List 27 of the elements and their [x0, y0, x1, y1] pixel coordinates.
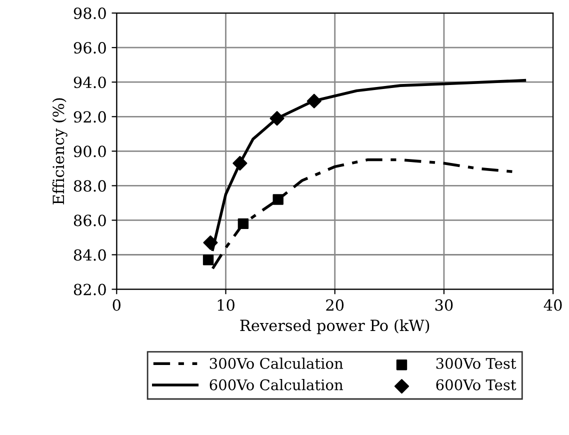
y-tick-label: 90.0: [74, 146, 106, 158]
x-tick-label: 0: [112, 299, 120, 311]
y-tick-label: 88.0: [74, 180, 106, 192]
point: [272, 194, 284, 205]
x-tick-label: 40: [544, 299, 562, 311]
point: [202, 254, 214, 266]
point: [203, 235, 218, 250]
y-tick-label: 94.0: [74, 76, 106, 88]
y-tick-label: 86.0: [74, 214, 106, 226]
legend-label: 300Vo Calculation: [210, 358, 343, 369]
x-axis-title: Reversed power Po (kW): [240, 319, 430, 334]
y-tick-label: 96.0: [74, 42, 106, 54]
y-tick-label: 92.0: [74, 111, 106, 123]
y-tick-label: 84.0: [74, 249, 106, 261]
legend-label: 300Vo Test: [436, 358, 516, 369]
point: [232, 156, 248, 171]
y-tick-label: 98.0: [74, 8, 106, 20]
x-tick-label: 10: [218, 299, 234, 311]
x-tick-label: 30: [435, 299, 453, 311]
point: [306, 94, 322, 108]
legend-label: 600Vo Test: [436, 379, 516, 390]
point: [270, 111, 284, 126]
x-tick-label: 20: [326, 299, 344, 311]
legend-label: 600Vo Calculation: [210, 379, 343, 390]
point: [238, 218, 249, 230]
y-tick-label: 82.0: [74, 284, 106, 296]
y-axis-title: Efficiency (%): [52, 98, 68, 204]
